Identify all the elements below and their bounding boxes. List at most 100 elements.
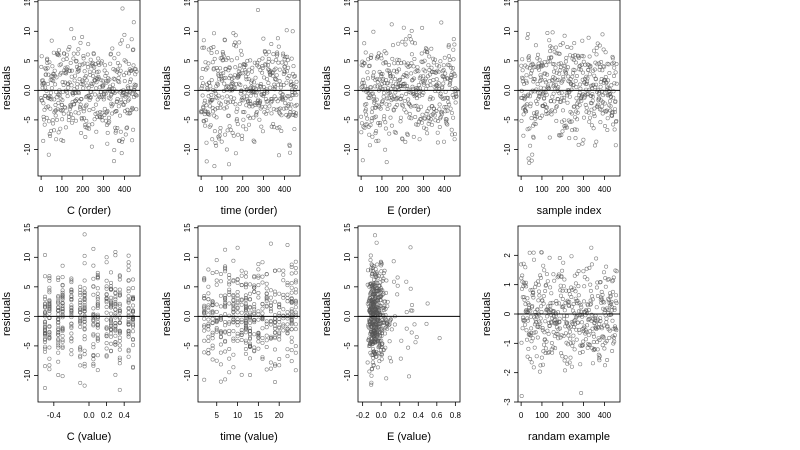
data-point <box>595 105 600 110</box>
data-point <box>372 233 377 238</box>
data-point <box>268 300 273 305</box>
data-point <box>374 288 379 293</box>
data-point <box>562 368 567 373</box>
data-point <box>408 308 413 313</box>
data-point <box>86 65 91 70</box>
data-point <box>272 330 277 335</box>
data-point <box>42 328 47 333</box>
data-point <box>275 36 280 41</box>
data-point <box>95 319 100 324</box>
data-point <box>218 329 223 334</box>
data-point <box>47 336 52 341</box>
data-point <box>126 334 131 339</box>
data-point <box>272 326 277 331</box>
data-point <box>376 294 381 299</box>
data-point <box>369 366 374 371</box>
data-point <box>104 278 109 283</box>
data-point <box>56 275 61 280</box>
data-point <box>283 55 288 60</box>
data-point <box>535 335 540 340</box>
data-point <box>210 270 215 275</box>
data-point <box>210 302 215 307</box>
data-point <box>126 320 131 325</box>
data-point <box>549 340 554 345</box>
data-point <box>122 73 127 78</box>
data-point <box>116 104 121 109</box>
data-point <box>604 320 609 325</box>
data-point <box>570 74 575 79</box>
data-point <box>372 100 377 105</box>
data-point <box>91 317 96 322</box>
data-point <box>223 298 228 303</box>
data-point <box>91 333 96 338</box>
data-point <box>258 82 263 87</box>
data-point <box>527 94 532 99</box>
data-point <box>398 119 403 124</box>
data-point <box>41 138 46 143</box>
data-point <box>433 118 438 123</box>
data-point <box>264 333 269 338</box>
data-point <box>78 319 83 324</box>
data-point <box>126 328 131 333</box>
data-point <box>561 74 566 79</box>
data-point <box>202 316 207 321</box>
data-point <box>427 68 432 73</box>
data-point <box>131 277 136 282</box>
data-point <box>231 319 236 324</box>
data-point <box>524 79 529 84</box>
data-point <box>60 294 65 299</box>
data-point <box>551 314 556 319</box>
data-point <box>373 84 378 89</box>
data-point <box>409 330 414 335</box>
data-point <box>428 83 433 88</box>
data-point <box>409 61 414 66</box>
data-point <box>126 289 131 294</box>
data-point <box>109 298 114 303</box>
data-point <box>117 290 122 295</box>
data-point <box>225 84 230 89</box>
data-point <box>80 34 85 39</box>
data-point <box>543 288 548 293</box>
data-point <box>405 74 410 79</box>
data-point <box>539 309 544 314</box>
data-point <box>69 278 74 283</box>
data-point <box>420 25 425 30</box>
data-point <box>589 123 594 128</box>
data-point <box>566 74 571 79</box>
data-point <box>237 101 242 106</box>
y-tick-label: -10 <box>343 143 352 155</box>
data-point <box>367 317 372 322</box>
data-point <box>238 48 243 53</box>
data-point <box>293 111 298 116</box>
data-point <box>396 41 401 46</box>
data-point <box>385 81 390 86</box>
data-point <box>592 315 597 320</box>
y-tick-label: -3 <box>503 398 512 406</box>
data-point <box>126 299 131 304</box>
data-point <box>375 84 380 89</box>
data-point <box>600 32 605 37</box>
data-point <box>47 363 52 368</box>
data-point <box>56 338 61 343</box>
data-point <box>595 41 600 46</box>
data-point <box>218 379 223 384</box>
data-point <box>293 350 298 355</box>
data-point <box>248 310 253 315</box>
data-point <box>378 298 383 303</box>
data-point <box>214 329 219 334</box>
data-point <box>251 115 256 120</box>
data-point <box>51 128 56 133</box>
data-point <box>113 301 118 306</box>
data-point <box>75 51 80 56</box>
data-point <box>554 301 559 306</box>
data-point <box>409 71 414 76</box>
data-point <box>215 96 220 101</box>
data-point <box>206 327 211 332</box>
data-point <box>598 316 603 321</box>
data-point <box>401 25 406 30</box>
data-point <box>214 270 219 275</box>
data-point <box>365 76 370 81</box>
data-point <box>426 106 431 111</box>
data-point <box>260 315 265 320</box>
